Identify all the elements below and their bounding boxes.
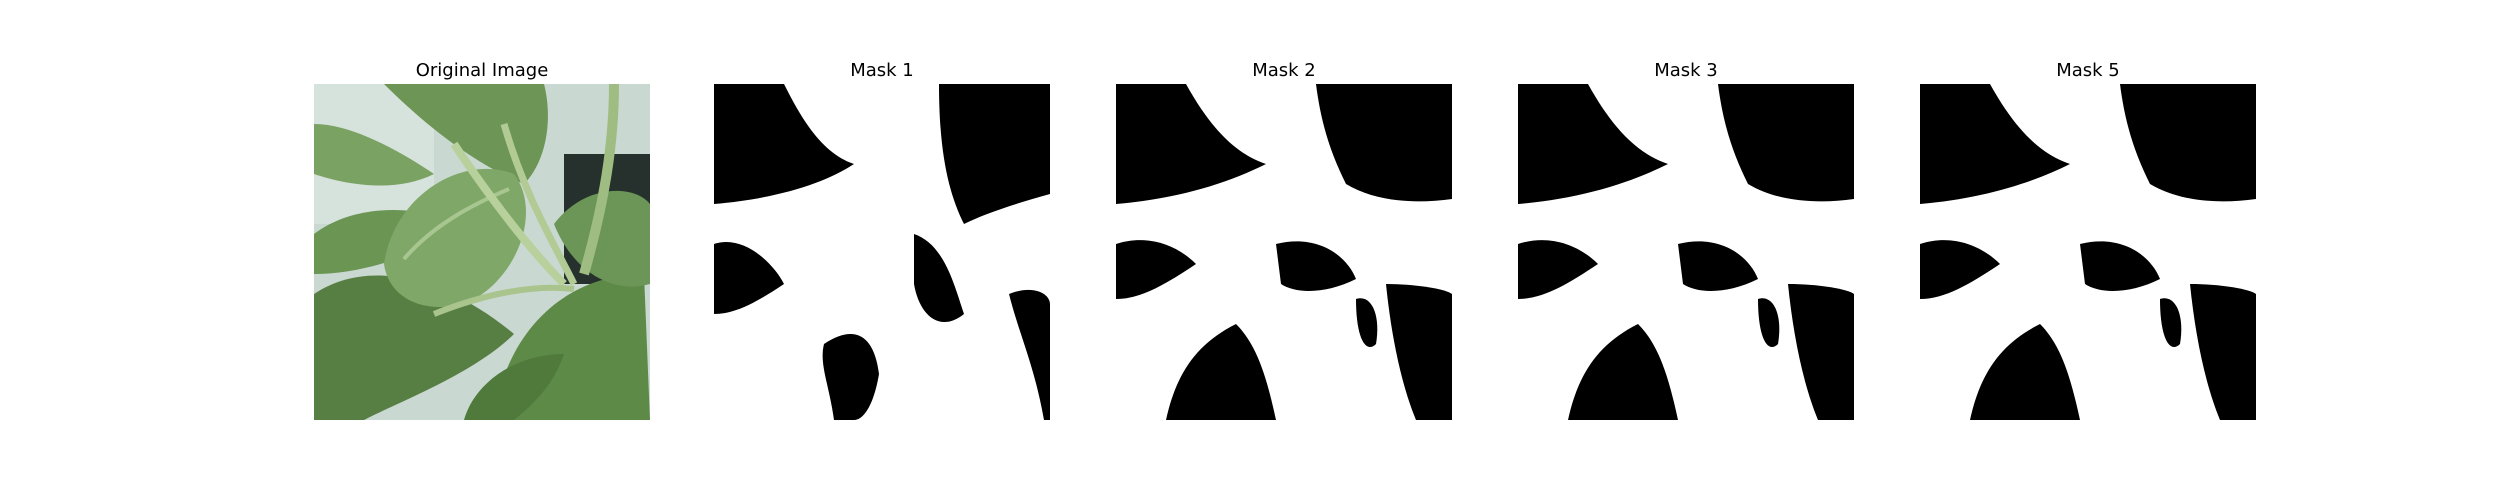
mask-image [1116, 84, 1452, 420]
mask-image [714, 84, 1050, 420]
binary-mask [1920, 84, 2256, 420]
panel-title: Original Image [415, 60, 549, 81]
binary-mask [1518, 84, 1854, 420]
photo-green-leaves [314, 84, 650, 420]
panel-title: Mask 2 [1252, 60, 1316, 81]
panel-title: Mask 1 [850, 60, 914, 81]
original-image [314, 84, 650, 420]
panel-title: Mask 5 [2056, 60, 2120, 81]
mask-image [1920, 84, 2256, 420]
mask-image [1518, 84, 1854, 420]
panel-title: Mask 3 [1654, 60, 1718, 81]
binary-mask [714, 84, 1050, 420]
binary-mask [1116, 84, 1452, 420]
